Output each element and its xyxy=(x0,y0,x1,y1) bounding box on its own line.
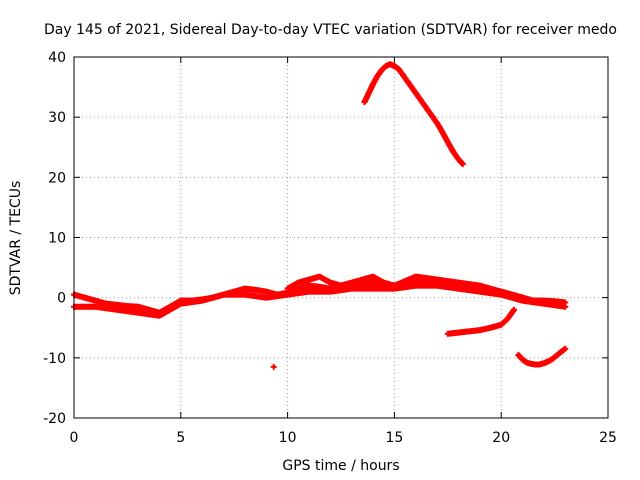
data-point xyxy=(270,363,277,370)
plot-frame xyxy=(73,56,609,419)
y-tick-label: 0 xyxy=(57,291,66,307)
y-tick-label: 10 xyxy=(48,231,66,247)
data-points xyxy=(71,61,569,370)
x-tick-label: 25 xyxy=(599,430,617,446)
axis-ticks: 0 5 10 15 20 25 -20 -10 0 10 20 30 40 xyxy=(43,50,617,446)
y-tick-label: 30 xyxy=(48,110,66,126)
data-point xyxy=(519,294,526,301)
x-tick-label: 0 xyxy=(70,430,79,446)
y-tick-label: -10 xyxy=(43,351,66,367)
x-tick-label: 5 xyxy=(176,430,185,446)
data-point xyxy=(562,303,569,310)
x-tick-label: 20 xyxy=(492,430,510,446)
data-point xyxy=(459,161,466,168)
x-tick-label: 15 xyxy=(385,430,403,446)
y-tick-label: 40 xyxy=(48,50,66,66)
x-axis-label: GPS time / hours xyxy=(282,458,399,474)
y-tick-label: 20 xyxy=(48,170,66,186)
data-point xyxy=(511,306,518,313)
y-tick-label: -20 xyxy=(43,411,66,427)
x-tick-label: 10 xyxy=(279,430,297,446)
data-point xyxy=(562,345,569,352)
chart-title: Day 145 of 2021, Sidereal Day-to-day VTE… xyxy=(44,22,617,38)
y-axis-label: SDTVAR / TECUs xyxy=(8,181,24,296)
